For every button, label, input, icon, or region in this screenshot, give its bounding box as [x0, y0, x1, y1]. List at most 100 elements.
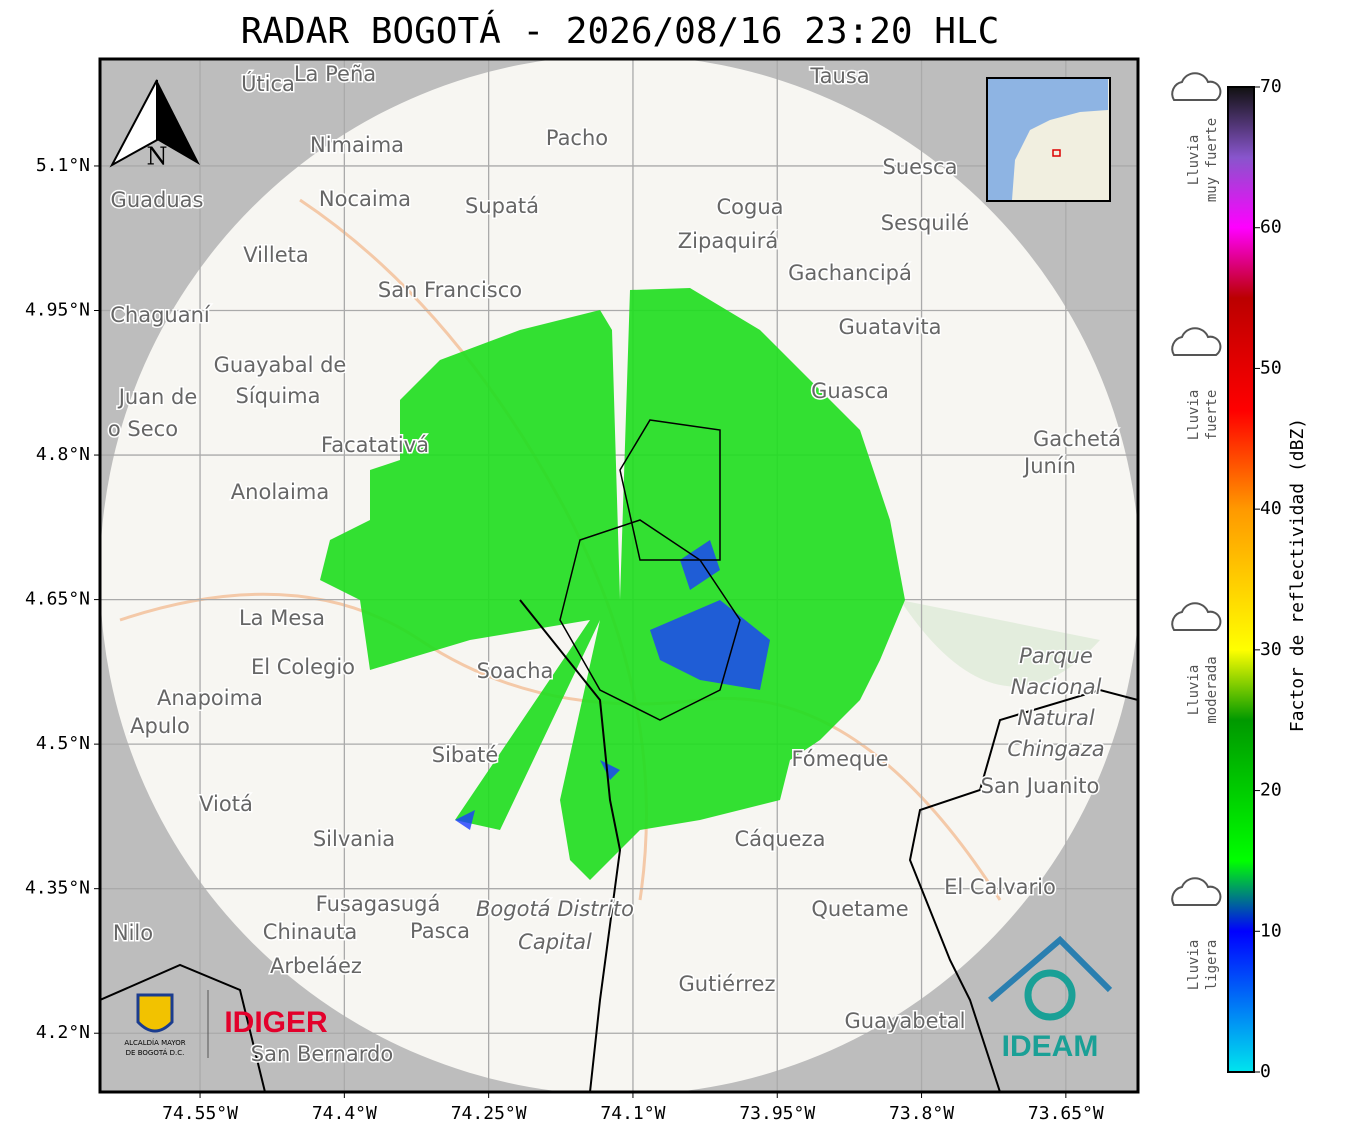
colorbar-tick-label: 10	[1260, 920, 1282, 941]
place-label: Chaguaní	[110, 303, 211, 327]
place-label: Soacha	[477, 659, 554, 683]
place-label: Guaduas	[111, 188, 204, 212]
place-label: Cogua	[716, 195, 783, 219]
place-label: San Bernardo	[251, 1042, 393, 1066]
radar-echo-weak	[455, 540, 720, 830]
colorbar-tick-label: 20	[1260, 780, 1282, 801]
rain-class-label: muy fuerte	[1204, 118, 1220, 202]
rain-class-label: Lluvia	[1186, 940, 1202, 991]
lon-tick-label: 73.8°W	[889, 1103, 954, 1124]
logo-alcaldia: ALCALDÍA MAYOR DE BOGOTÁ D.C.	[124, 990, 209, 1058]
park-label: Parque	[1019, 644, 1093, 668]
rain-class-label: Lluvia	[1186, 135, 1202, 186]
logo-idiger: IDIGER	[224, 1006, 328, 1039]
place-label: Fómeque	[791, 747, 888, 771]
rain-class-label: Lluvia	[1186, 665, 1202, 716]
department-boundary	[908, 688, 1138, 1092]
place-label: Guayabetal	[845, 1009, 966, 1033]
lat-tick-label: 4.2°N	[36, 1022, 90, 1043]
park	[900, 600, 1100, 687]
place-label: Supatá	[465, 194, 539, 218]
place-label: Arbeláez	[270, 954, 362, 978]
lon-tick-label: 74.4°W	[312, 1103, 377, 1124]
place-label: Nocaima	[319, 187, 411, 211]
place-label: El Colegio	[251, 655, 355, 679]
logo-ideam: IDEAM	[988, 935, 1113, 1063]
colorbar	[1227, 86, 1255, 1073]
rain-class-label: Lluvia	[1186, 390, 1202, 441]
district-label: Bogotá Distrito	[476, 897, 634, 921]
lon-tick-label: 73.65°W	[1028, 1103, 1104, 1124]
colorbar-tick-label: 70	[1260, 76, 1282, 97]
north-label: N	[147, 143, 168, 171]
place-label: Sesquilé	[881, 211, 969, 235]
lat-tick-label: 4.95°N	[25, 300, 90, 321]
lon-tick-label: 73.95°W	[739, 1103, 815, 1124]
place-label: Guatavita	[839, 315, 942, 339]
place-label: Zipaquirá	[678, 229, 778, 253]
bogota-boundary	[559, 519, 741, 721]
place-label: Viotá	[199, 792, 253, 816]
place-label: Guasca	[811, 379, 889, 403]
place-label: Pacho	[546, 126, 608, 150]
place-label: Facatativá	[321, 433, 429, 457]
place-label: Junín	[1022, 454, 1076, 478]
weather-icon	[1171, 327, 1222, 356]
north-arrow: N	[109, 79, 200, 171]
logo-text: DE BOGOTÁ D.C.	[126, 1048, 185, 1057]
place-label: Tausa	[809, 64, 869, 88]
inset-sea	[988, 79, 1108, 200]
map-frame	[98, 57, 1140, 1094]
lat-tick-label: 4.5°N	[36, 733, 90, 754]
place-label: Anapoima	[157, 686, 263, 710]
lon-tick-label: 74.55°W	[162, 1103, 238, 1124]
road	[119, 592, 1002, 901]
place-label: Fusagasugá	[316, 892, 441, 916]
place-label: Quetame	[811, 897, 908, 921]
place-label: Nilo	[113, 921, 153, 945]
place-label: Chinauta	[263, 920, 357, 944]
place-label: Guayabal de	[214, 353, 347, 377]
lon-tick-label: 74.1°W	[600, 1103, 665, 1124]
place-label: Útica	[241, 71, 295, 96]
weather-icon	[1171, 72, 1222, 101]
place-label: El Calvario	[944, 875, 1056, 899]
logo-text: ALCALDÍA MAYOR	[124, 1038, 185, 1047]
place-label: La Peña	[294, 62, 376, 86]
lat-tick-label: 4.8°N	[36, 444, 90, 465]
bogota-boundary	[619, 419, 721, 561]
place-label: Suesca	[883, 155, 958, 179]
colorbar-tick-label: 50	[1260, 357, 1282, 378]
lat-tick-label: 5.1°N	[36, 155, 90, 176]
place-label: Apulo	[130, 714, 190, 738]
place-label: Nimaima	[310, 133, 404, 157]
colorbar-tick-label: 30	[1260, 639, 1282, 660]
place-label: San Francisco	[378, 278, 522, 302]
colorbar-tick-label: 0	[1260, 1061, 1271, 1082]
district-label: Capital	[518, 930, 592, 954]
park-label: Natural	[1017, 706, 1095, 730]
place-label: Síquima	[236, 384, 321, 408]
place-label: Gachancipá	[788, 261, 912, 285]
inset-locator	[1052, 149, 1061, 157]
place-label: Silvania	[313, 827, 395, 851]
place-label: Gachetá	[1033, 427, 1121, 451]
place-label: La Mesa	[239, 606, 325, 630]
lon-tick-label: 74.25°W	[451, 1103, 527, 1124]
place-label: San Juanito	[981, 774, 1100, 798]
rain-class-label: ligera	[1204, 940, 1220, 991]
place-label: o Seco	[108, 417, 178, 441]
rain-class-label: fuerte	[1204, 390, 1220, 441]
place-label: Juan de	[117, 385, 198, 409]
place-label: Sibaté	[432, 743, 499, 767]
logo-text: IDEAM	[1002, 1030, 1099, 1063]
place-label: Anolaima	[231, 480, 329, 504]
colorbar-tick-label: 40	[1260, 498, 1282, 519]
rain-class-label: moderada	[1204, 656, 1220, 723]
weather-icon	[1171, 877, 1222, 906]
lat-tick-label: 4.35°N	[25, 878, 90, 899]
lat-tick-label: 4.65°N	[25, 589, 90, 610]
radar-echo	[320, 288, 905, 880]
